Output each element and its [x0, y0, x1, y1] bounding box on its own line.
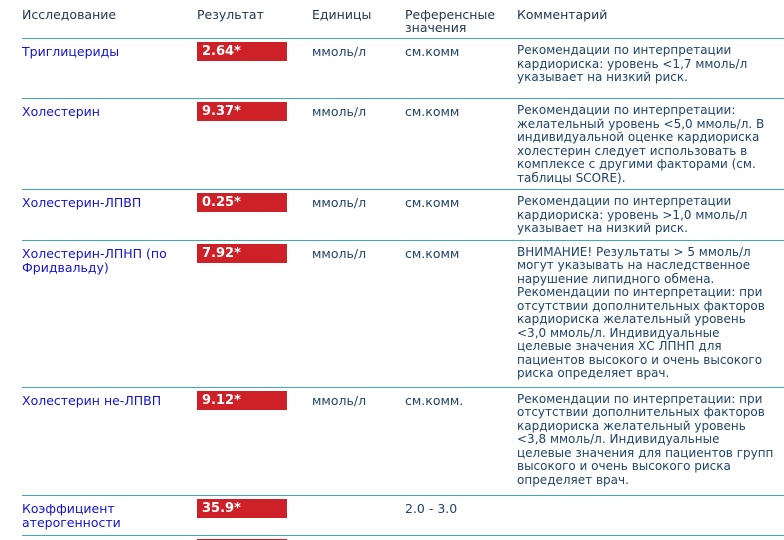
column-header-comment: Комментарий	[517, 0, 784, 39]
test-name: Холестерин не-ЛПВП	[22, 387, 197, 496]
result-cell: 35.9*	[197, 495, 312, 536]
test-name: Холестерин-ЛПНП (по Фридвальду)	[22, 240, 197, 388]
result-cell: 1544*	[197, 535, 312, 540]
units-cell	[312, 495, 405, 536]
column-header-units: Единицы	[312, 0, 405, 39]
reference-cell: см.комм	[405, 38, 517, 99]
result-badge: 1544*	[197, 538, 287, 540]
reference-cell: см.комм	[405, 98, 517, 190]
result-badge: 2.64*	[197, 42, 287, 61]
table-header-row: Исследование Результат Единицы Референсн…	[22, 0, 784, 39]
test-name: Коэффициент атерогенности	[22, 495, 197, 536]
units-cell: ммоль/л	[312, 38, 405, 99]
column-header-test: Исследование	[22, 0, 197, 39]
comment-cell: Рекомендации по интерпретации кардиориск…	[517, 189, 784, 241]
result-badge: 9.12*	[197, 390, 287, 410]
test-name: Холестерин-ЛПВП	[22, 189, 197, 241]
table-row: Триглицериды 2.64* ммоль/л см.комм Реком…	[22, 38, 784, 99]
table-row: Холестерин не-ЛПВП 9.12* ммоль/л см.комм…	[22, 387, 784, 496]
table-row: Эстрадиол 1544* пмоль/л 40 - 161	[22, 535, 784, 540]
comment-cell: ВНИМАНИЕ! Результаты > 5 ммоль/л могут у…	[517, 240, 784, 388]
result-badge: 7.92*	[197, 243, 287, 263]
comment-cell: Рекомендации по интерпретации: желательн…	[517, 98, 784, 190]
reference-cell: 40 - 161	[405, 535, 517, 540]
reference-cell: см.комм	[405, 240, 517, 388]
result-cell: 9.37*	[197, 98, 312, 190]
comment-cell: Рекомендации по интерпретации: при отсут…	[517, 387, 784, 496]
reference-cell: см.комм.	[405, 387, 517, 496]
units-cell: пмоль/л	[312, 535, 405, 540]
lab-results-table: Исследование Результат Единицы Референсн…	[22, 0, 784, 540]
result-cell: 0.25*	[197, 189, 312, 241]
comment-cell	[517, 535, 784, 540]
units-cell: ммоль/л	[312, 240, 405, 388]
table-row: Холестерин-ЛПВП 0.25* ммоль/л см.комм Ре…	[22, 189, 784, 241]
result-cell: 2.64*	[197, 38, 312, 99]
test-name: Холестерин	[22, 98, 197, 190]
column-header-reference: Референсные значения	[405, 0, 517, 39]
column-header-result: Результат	[197, 0, 312, 39]
result-badge: 35.9*	[197, 498, 287, 518]
result-badge: 0.25*	[197, 193, 287, 212]
table-row: Холестерин-ЛПНП (по Фридвальду) 7.92* мм…	[22, 240, 784, 388]
test-name: Триглицериды	[22, 38, 197, 99]
table-row: Холестерин 9.37* ммоль/л см.комм Рекомен…	[22, 98, 784, 190]
units-cell: ммоль/л	[312, 387, 405, 496]
reference-cell: 2.0 - 3.0	[405, 495, 517, 536]
reference-cell: см.комм	[405, 189, 517, 241]
units-cell: ммоль/л	[312, 189, 405, 241]
table-row: Коэффициент атерогенности 35.9* 2.0 - 3.…	[22, 495, 784, 536]
units-cell: ммоль/л	[312, 98, 405, 190]
comment-cell	[517, 495, 784, 536]
result-cell: 9.12*	[197, 387, 312, 496]
result-cell: 7.92*	[197, 240, 312, 388]
test-name: Эстрадиол	[22, 535, 197, 540]
result-badge: 9.37*	[197, 102, 287, 121]
comment-cell: Рекомендации по интерпретации кардиориск…	[517, 38, 784, 99]
